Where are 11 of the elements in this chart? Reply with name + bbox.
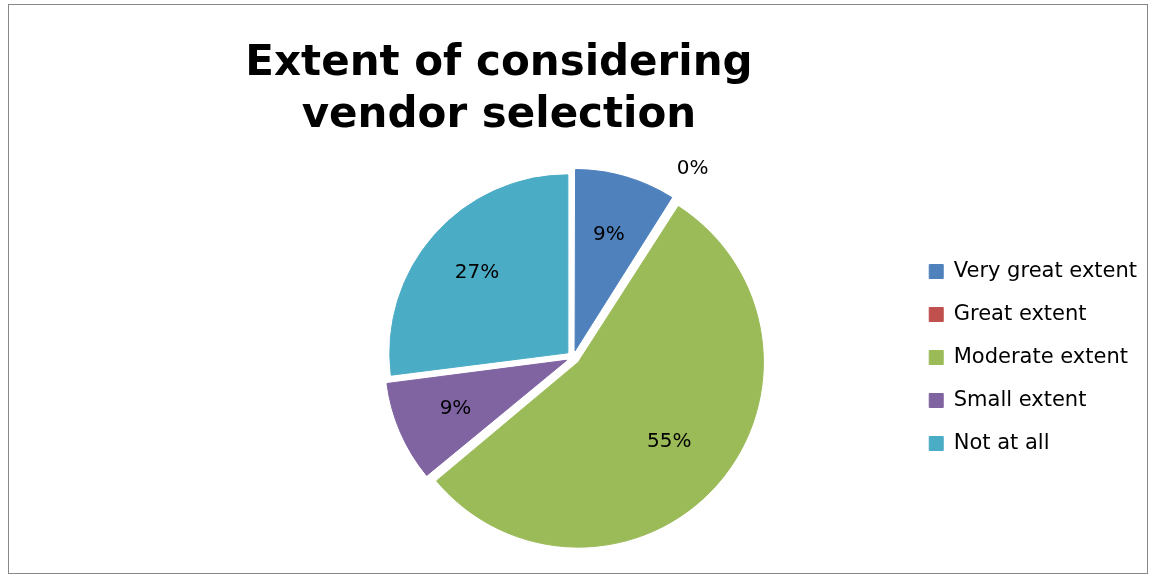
legend-label: Moderate extent <box>953 343 1128 368</box>
data-label: 9% <box>439 394 472 419</box>
chart-title: Extent of considering vendor selection <box>244 35 754 139</box>
data-label: 9% <box>593 220 625 245</box>
text: 0% <box>676 155 709 180</box>
legend-label: Not at all <box>953 429 1050 454</box>
legend-label: Great extent <box>953 300 1087 325</box>
legend-label: Small extent <box>953 386 1087 411</box>
data-label: 55% <box>647 428 692 453</box>
data-label: 27% <box>454 258 500 283</box>
legend-label: Very great extent <box>953 257 1138 282</box>
